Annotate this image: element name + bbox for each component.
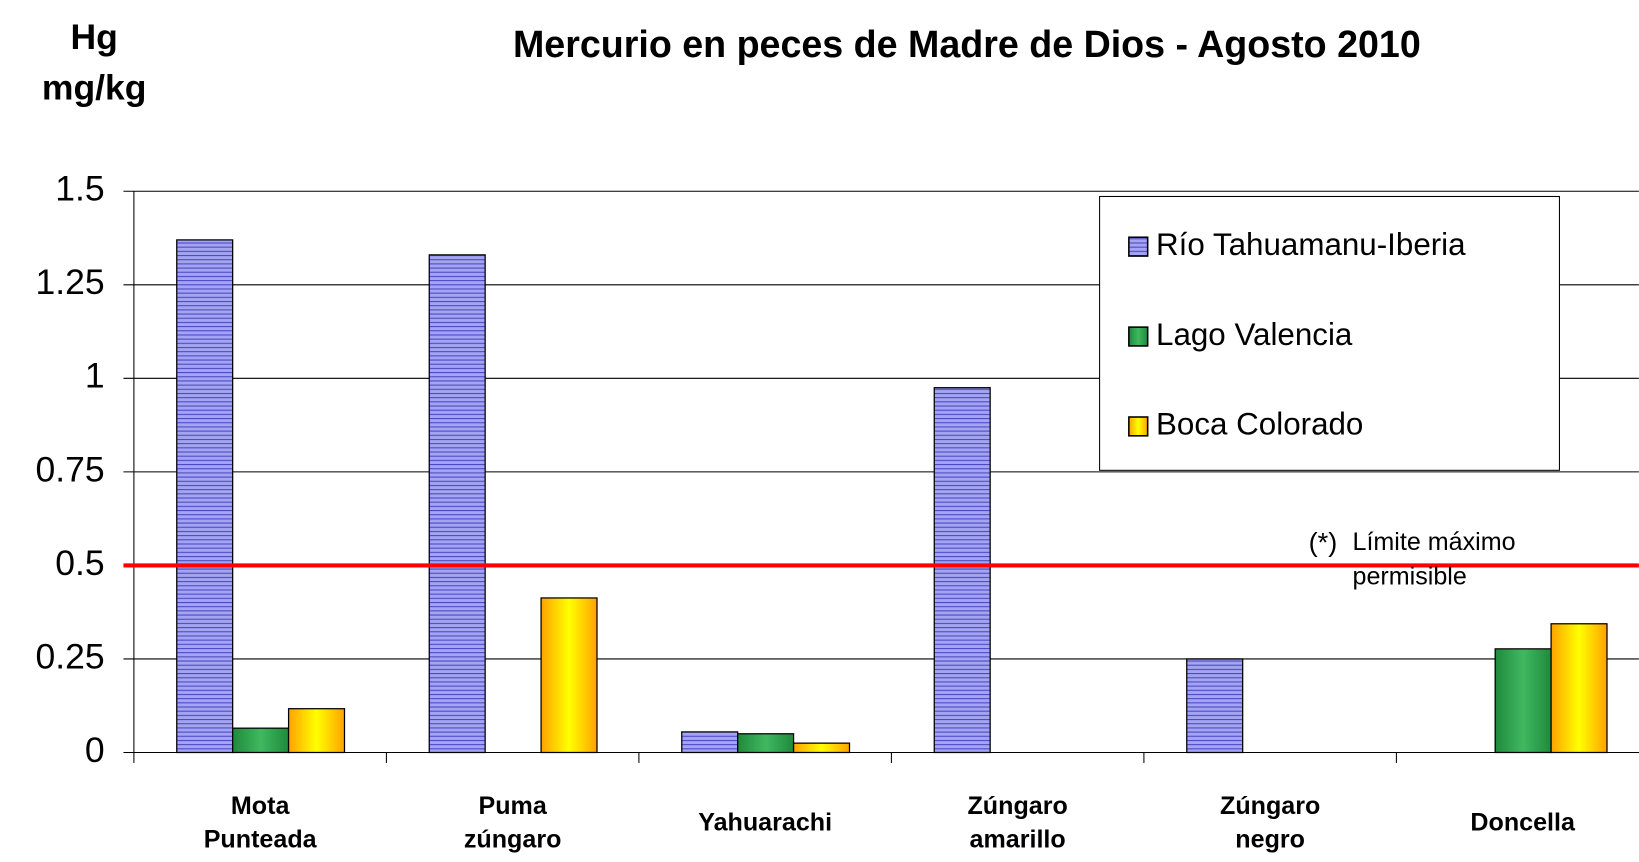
- bar: [1550, 623, 1608, 754]
- bar: [540, 597, 598, 754]
- bar: [232, 727, 290, 754]
- x-tick-label-line: Mota: [231, 791, 291, 819]
- limit-label: Límite máximo: [1353, 528, 1516, 556]
- y-tick-label: 1.5: [55, 169, 104, 209]
- chart-title: Mercurio en peces de Madre de Dios - Ago…: [513, 23, 1421, 65]
- bar: [933, 387, 991, 754]
- x-tick-label-line: Puma: [479, 791, 548, 819]
- bar: [1186, 658, 1244, 754]
- x-tick-label: Mota Punteada: [204, 791, 318, 852]
- y-tick-label: 0.5: [55, 543, 104, 583]
- legend-label: Boca Colorado: [1156, 407, 1363, 442]
- legend-label: Río Tahuamanu-Iberia: [1156, 227, 1466, 262]
- x-tick-label-line: amarillo: [970, 825, 1066, 853]
- x-tick-label: Puma zúngaro: [464, 791, 562, 852]
- x-tick-label-line: Zúngaro: [1220, 791, 1320, 819]
- bar: [428, 254, 486, 754]
- bar: [287, 708, 346, 754]
- x-tick-label: Doncella: [1470, 808, 1576, 836]
- bar: [1494, 648, 1552, 754]
- x-tick-label-line: Zúngaro: [967, 791, 1067, 819]
- x-tick-label-line: Doncella: [1470, 808, 1576, 836]
- x-tick-label: Zúngaro amarillo: [967, 791, 1067, 852]
- y-axis-label: Hg: [71, 17, 118, 57]
- legend-label: Lago Valencia: [1156, 317, 1353, 352]
- x-tick-label-line: Yahuarachi: [698, 808, 832, 836]
- y-tick-label: 1.25: [36, 262, 105, 302]
- limit-label: permisible: [1353, 563, 1467, 591]
- y-tick-label: 0.25: [36, 636, 105, 676]
- limit-marker: (*): [1309, 527, 1338, 558]
- legend-swatch: [1128, 236, 1149, 257]
- y-axis-label: mg/kg: [42, 67, 147, 107]
- y-tick-label: 1: [85, 356, 105, 396]
- bar: [737, 733, 795, 754]
- y-tick-label: 0: [85, 730, 105, 770]
- bar: [792, 742, 851, 754]
- legend-swatch: [1128, 326, 1149, 347]
- bar: [176, 239, 234, 754]
- x-tick-label: Zúngaro negro: [1220, 791, 1320, 852]
- legend-swatch: [1128, 416, 1149, 437]
- x-tick-label-line: negro: [1235, 825, 1305, 853]
- x-tick-label: Yahuarachi: [698, 808, 832, 836]
- legend-box: [1099, 195, 1560, 471]
- y-tick-label: 0.75: [36, 449, 105, 489]
- bar: [681, 731, 739, 754]
- x-tick-label-line: zúngaro: [464, 825, 562, 853]
- x-tick-label-line: Punteada: [204, 825, 318, 853]
